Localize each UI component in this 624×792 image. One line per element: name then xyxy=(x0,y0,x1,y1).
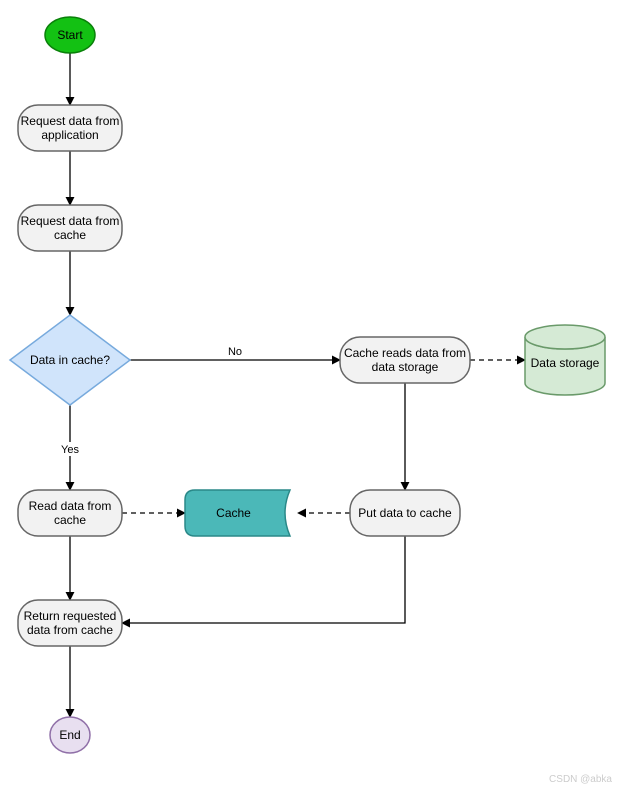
svg-text:End: End xyxy=(59,728,80,742)
node-req_app: Request data fromapplication xyxy=(18,105,122,151)
svg-text:Start: Start xyxy=(57,28,83,42)
svg-text:application: application xyxy=(41,128,98,142)
node-put_cache: Put data to cache xyxy=(350,490,460,536)
svg-text:cache: cache xyxy=(54,513,86,527)
watermark: CSDN @abka xyxy=(549,774,612,785)
flowchart-canvas: YesNo StartRequest data fromapplicationR… xyxy=(0,0,624,792)
svg-text:data from cache: data from cache xyxy=(27,623,113,637)
node-cache_reads: Cache reads data fromdata storage xyxy=(340,337,470,383)
edge-put_cache-return_req xyxy=(122,536,405,623)
svg-text:Data storage: Data storage xyxy=(531,356,600,370)
node-decision: Data in cache? xyxy=(10,315,130,405)
svg-text:Return requested: Return requested xyxy=(24,609,117,623)
svg-text:Data in cache?: Data in cache? xyxy=(30,353,110,367)
node-cache_store: Cache xyxy=(185,490,290,536)
node-req_cache: Request data fromcache xyxy=(18,205,122,251)
svg-text:Cache reads data from: Cache reads data from xyxy=(344,346,466,360)
node-end: End xyxy=(50,717,90,753)
svg-text:Cache: Cache xyxy=(216,506,251,520)
svg-text:No: No xyxy=(228,346,242,358)
svg-text:data storage: data storage xyxy=(372,360,439,374)
svg-text:cache: cache xyxy=(54,228,86,242)
edge-decision-read_cache: Yes xyxy=(58,405,82,490)
node-read_cache: Read data fromcache xyxy=(18,490,122,536)
edge-decision-cache_reads: No xyxy=(130,344,340,360)
node-start: Start xyxy=(45,17,95,53)
svg-text:Yes: Yes xyxy=(61,444,79,456)
svg-text:Put data to cache: Put data to cache xyxy=(358,506,452,520)
node-data_storage: Data storage xyxy=(525,325,605,395)
node-return_req: Return requesteddata from cache xyxy=(18,600,122,646)
svg-text:Read data from: Read data from xyxy=(29,499,112,513)
svg-text:Request data from: Request data from xyxy=(21,114,120,128)
svg-text:Request data from: Request data from xyxy=(21,214,120,228)
